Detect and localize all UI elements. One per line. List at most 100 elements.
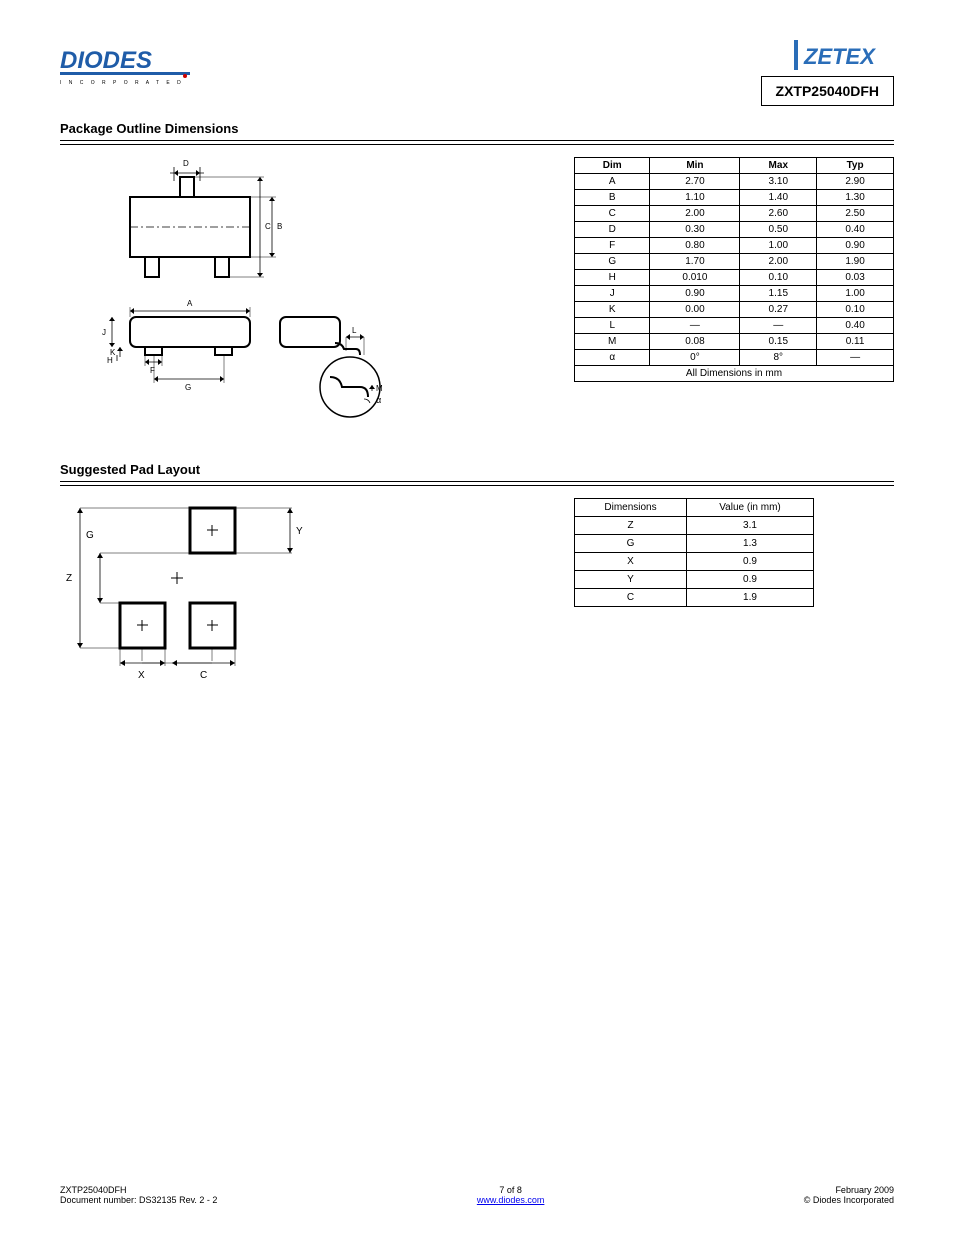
table-cell: 0.11 bbox=[817, 334, 894, 350]
table-cell: 0.010 bbox=[650, 270, 740, 286]
footer-right: February 2009 © Diodes Incorporated bbox=[804, 1185, 894, 1205]
header: DIODES I N C O R P O R A T E D ZETEX ZXT… bbox=[60, 40, 894, 106]
dim-l: L bbox=[352, 326, 357, 335]
table-cell: 0.03 bbox=[817, 270, 894, 286]
pad-table-area: Dimensions Value (in mm) Z3.1G1.3X0.9Y0.… bbox=[574, 498, 894, 607]
dim-th: Min bbox=[650, 158, 740, 174]
table-cell: A bbox=[575, 174, 650, 190]
table-cell: C bbox=[575, 589, 687, 607]
table-cell: 0.00 bbox=[650, 302, 740, 318]
table-cell: L bbox=[575, 318, 650, 334]
table-cell: 0.90 bbox=[650, 286, 740, 302]
table-cell: 0.9 bbox=[687, 571, 814, 589]
table-cell: 0.27 bbox=[740, 302, 817, 318]
table-cell: — bbox=[817, 350, 894, 366]
section-title-pad: Suggested Pad Layout bbox=[60, 462, 894, 477]
dim-table-area: Dim Min Max Typ A2.703.102.90 B1.101.40 1.… bbox=[574, 157, 894, 382]
header-right: ZETEX ZXTP25040DFH bbox=[761, 40, 894, 106]
table-cell: H bbox=[575, 270, 650, 286]
table-cell: 2.00 bbox=[740, 254, 817, 270]
pad-c: C bbox=[200, 670, 207, 681]
table-cell: 2.90 bbox=[817, 174, 894, 190]
dim-j: J bbox=[102, 328, 106, 337]
table-cell: 0.15 bbox=[740, 334, 817, 350]
table-cell: 0.30 bbox=[650, 222, 740, 238]
table-cell: 1.40 bbox=[740, 190, 817, 206]
table-cell: 1.15 bbox=[740, 286, 817, 302]
package-diagram: D C B bbox=[60, 157, 480, 442]
table-cell: 0.40 bbox=[817, 222, 894, 238]
pad-th: Value (in mm) bbox=[687, 499, 814, 517]
pad-th: Dimensions bbox=[575, 499, 687, 517]
table-cell: 0.40 bbox=[817, 318, 894, 334]
table-cell: 3.1 bbox=[687, 517, 814, 535]
rule bbox=[60, 481, 894, 486]
table-cell: J bbox=[575, 286, 650, 302]
table-cell: K bbox=[575, 302, 650, 318]
table-cell: Z bbox=[575, 517, 687, 535]
dim-h: H bbox=[107, 356, 113, 365]
dim-th: Typ bbox=[817, 158, 894, 174]
dim-g: G bbox=[185, 383, 191, 392]
table-cell: 2.60 bbox=[740, 206, 817, 222]
pad-y: Y bbox=[296, 526, 303, 537]
dim-c: C bbox=[265, 222, 271, 231]
footer-date: February 2009 bbox=[804, 1185, 894, 1195]
svg-text:ZETEX: ZETEX bbox=[803, 44, 876, 69]
table-cell: F bbox=[575, 238, 650, 254]
table-cell: 1.70 bbox=[650, 254, 740, 270]
table-cell: 0.9 bbox=[687, 553, 814, 571]
pad-diagram: Z G Y bbox=[60, 498, 480, 703]
website-link[interactable]: www.diodes.com bbox=[477, 1195, 545, 1205]
table-cell: 8° bbox=[740, 350, 817, 366]
table-cell: 2.50 bbox=[817, 206, 894, 222]
page-number: 7 of 8 bbox=[477, 1185, 545, 1195]
dim-th: Max bbox=[740, 158, 817, 174]
table-cell: 1.00 bbox=[740, 238, 817, 254]
table-cell: 2.70 bbox=[650, 174, 740, 190]
pad-z: Z bbox=[66, 573, 72, 584]
svg-text:I N C O R P O R A T E D: I N C O R P O R A T E D bbox=[60, 80, 184, 86]
rule bbox=[60, 140, 894, 145]
table-cell: 0.10 bbox=[740, 270, 817, 286]
pad-row: Z G Y bbox=[60, 498, 894, 703]
footer-copy: © Diodes Incorporated bbox=[804, 1195, 894, 1205]
table-cell: 1.3 bbox=[687, 535, 814, 553]
zetex-logo: ZETEX bbox=[794, 40, 894, 70]
dim-footer: All Dimensions in mm bbox=[575, 366, 894, 382]
table-cell: 3.10 bbox=[740, 174, 817, 190]
footer-doc: Document number: DS32135 Rev. 2 - 2 bbox=[60, 1195, 217, 1205]
section-title-package: Package Outline Dimensions bbox=[60, 121, 894, 136]
table-cell: 0° bbox=[650, 350, 740, 366]
table-cell: X bbox=[575, 553, 687, 571]
table-cell: 1.90 bbox=[817, 254, 894, 270]
table-cell: 1.10 bbox=[650, 190, 740, 206]
table-cell: G bbox=[575, 535, 687, 553]
table-cell: 0.10 bbox=[817, 302, 894, 318]
footer-product: ZXTP25040DFH bbox=[60, 1185, 217, 1195]
table-cell: 0.80 bbox=[650, 238, 740, 254]
pad-x: X bbox=[138, 670, 145, 681]
package-row: D C B bbox=[60, 157, 894, 442]
table-cell: B bbox=[575, 190, 650, 206]
table-cell: C bbox=[575, 206, 650, 222]
table-cell: — bbox=[740, 318, 817, 334]
footer-center: 7 of 8 www.diodes.com bbox=[477, 1185, 545, 1205]
table-cell: 0.08 bbox=[650, 334, 740, 350]
table-cell: Y bbox=[575, 571, 687, 589]
table-cell: G bbox=[575, 254, 650, 270]
dim-table: Dim Min Max Typ A2.703.102.90 B1.101.40 1.… bbox=[574, 157, 894, 382]
table-cell: 1.9 bbox=[687, 589, 814, 607]
svg-text:DIODES: DIODES bbox=[60, 47, 152, 74]
dim-m: M bbox=[376, 384, 383, 393]
dim-a: A bbox=[187, 299, 193, 308]
dim-b: B bbox=[277, 222, 282, 231]
table-cell: 2.00 bbox=[650, 206, 740, 222]
table-cell: — bbox=[650, 318, 740, 334]
footer-left: ZXTP25040DFH Document number: DS32135 Re… bbox=[60, 1185, 217, 1205]
dim-alpha: α bbox=[376, 395, 381, 405]
table-cell: D bbox=[575, 222, 650, 238]
table-cell: M bbox=[575, 334, 650, 350]
dim-th: Dim bbox=[575, 158, 650, 174]
table-cell: 0.50 bbox=[740, 222, 817, 238]
